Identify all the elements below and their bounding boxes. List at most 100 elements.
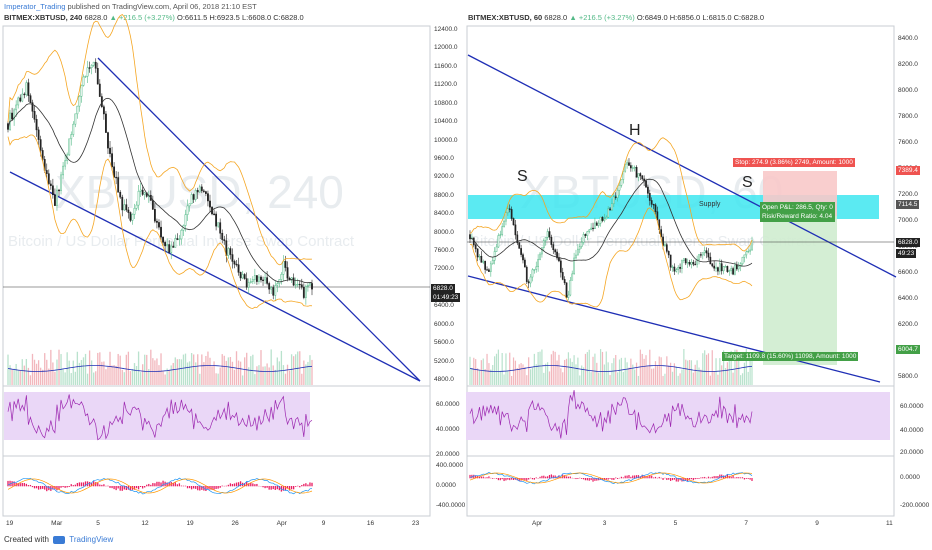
macd-hist-bar <box>740 477 742 479</box>
volume-bar <box>101 361 103 385</box>
candle <box>76 105 79 115</box>
macd-hist-bar <box>207 486 209 490</box>
footer: Created with TradingView <box>4 535 113 544</box>
volume-bar <box>617 372 619 385</box>
candle <box>550 236 553 245</box>
volume-ma-line <box>469 365 753 372</box>
macd-hist-bar <box>575 478 577 480</box>
candle <box>724 266 727 268</box>
candle <box>478 255 481 258</box>
candle <box>639 173 642 177</box>
macd-hist-bar <box>533 478 535 480</box>
candle <box>715 267 717 269</box>
price-tick-label: 6400.0 <box>434 302 454 310</box>
volume-bar <box>567 352 570 385</box>
candle <box>501 226 504 235</box>
volume-bar <box>717 374 719 385</box>
candle <box>164 242 167 247</box>
macd-hist-bar <box>529 477 532 479</box>
macd-hist-bar <box>497 478 500 481</box>
candle <box>227 248 230 256</box>
candle <box>671 266 674 269</box>
macd-hist-bar <box>299 486 301 488</box>
time-tick-label: 23 <box>412 520 420 527</box>
volume-bar <box>288 370 291 385</box>
volume-bar <box>482 358 484 385</box>
volume-bar <box>301 373 303 385</box>
candle <box>525 266 528 282</box>
chart-canvas[interactable]: XBTUSD, 240 Bitcoin / US Dollar Perpetua… <box>0 0 932 535</box>
left-open: O:6611.5 <box>176 13 208 22</box>
candle <box>68 138 71 156</box>
candle <box>499 234 502 236</box>
left-macd-pane[interactable] <box>2 455 431 517</box>
macd-hist-bar <box>233 483 236 487</box>
author-link[interactable]: Imperator_Trading <box>4 2 66 11</box>
macd-hist-bar <box>628 475 630 479</box>
macd-hist-bar <box>137 486 140 490</box>
volume-bar <box>127 351 130 385</box>
volume-bar <box>213 361 215 385</box>
volume-bar <box>282 365 285 385</box>
macd-hist-bar <box>121 486 123 491</box>
volume-bar <box>31 353 34 385</box>
volume-bar <box>37 360 40 385</box>
volume-bar <box>560 368 562 385</box>
candle <box>280 274 283 280</box>
price-tick-label: 5200.0 <box>434 357 454 365</box>
volume-bar <box>590 372 592 385</box>
macd-hist-bar <box>488 476 490 479</box>
right-macd-pane[interactable] <box>466 455 895 517</box>
volume-bar <box>311 359 313 385</box>
volume-bar <box>303 360 305 385</box>
candle <box>23 93 26 96</box>
macd-hist-bar <box>511 478 513 480</box>
rsi-band <box>466 392 890 440</box>
candle <box>33 111 36 120</box>
candle <box>531 269 534 278</box>
candle <box>139 189 142 192</box>
volume-bar <box>721 365 723 385</box>
volume-bar <box>88 350 91 385</box>
candle <box>612 196 615 205</box>
oscillator-tick-label: 40.0000 <box>436 426 460 433</box>
right-high: H:6856.0 <box>669 13 701 22</box>
macd-hist-bar <box>174 482 176 487</box>
volume-bar <box>68 360 70 385</box>
candle <box>296 283 299 286</box>
candle <box>131 214 134 221</box>
macd-hist-bar <box>675 478 677 482</box>
macd-hist-bar <box>518 478 520 482</box>
macd-hist-bar <box>535 477 537 479</box>
macd-hist-bar <box>531 478 534 480</box>
volume-bar <box>649 349 651 385</box>
macd-hist-bar <box>97 482 99 487</box>
volume-bar <box>671 371 674 385</box>
volume-bar <box>702 353 704 385</box>
volume-bar <box>178 359 181 385</box>
price-tick-label: 6000.0 <box>434 320 454 328</box>
volume-bar <box>205 355 207 385</box>
macd-hist-bar <box>21 482 23 487</box>
time-tick-label: Apr <box>532 520 543 527</box>
macd-hist-bar <box>696 478 698 479</box>
volume-bar <box>117 353 119 385</box>
volume-bar <box>237 360 240 385</box>
time-tick-label: 26 <box>231 520 239 527</box>
macd-hist-bar <box>584 478 587 481</box>
volume-bar <box>736 349 738 385</box>
macd-hist-bar <box>670 478 672 481</box>
volume-bar <box>660 357 662 385</box>
footer-brand-link[interactable]: TradingView <box>69 535 114 544</box>
volume-bar <box>42 369 44 385</box>
macd-hist-bar <box>569 476 571 479</box>
volume-bar <box>683 349 685 385</box>
volume-bar <box>209 357 211 385</box>
candle <box>284 260 287 268</box>
macd-hist-bar <box>101 484 103 487</box>
left-symbol: BITMEX:XBTUSD, 240 <box>4 13 83 22</box>
candle <box>17 97 20 106</box>
head-label: H <box>629 122 641 139</box>
macd-hist-bar <box>227 484 230 487</box>
volume-bar <box>93 372 95 385</box>
